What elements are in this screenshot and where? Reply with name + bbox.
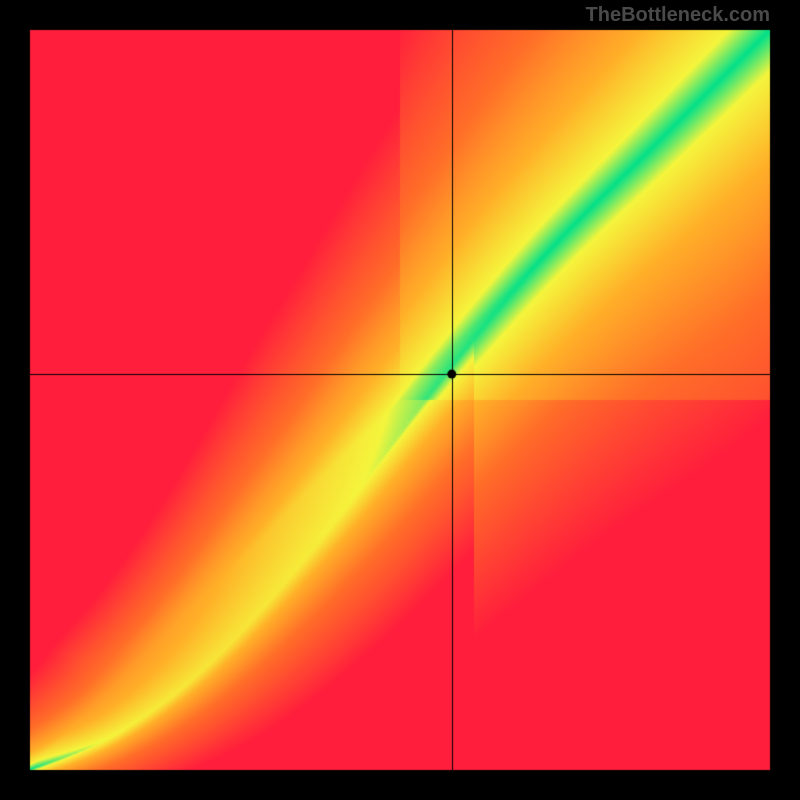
- bottleneck-heatmap: [0, 0, 800, 800]
- chart-container: TheBottleneck.com: [0, 0, 800, 800]
- watermark-text: TheBottleneck.com: [586, 4, 770, 27]
